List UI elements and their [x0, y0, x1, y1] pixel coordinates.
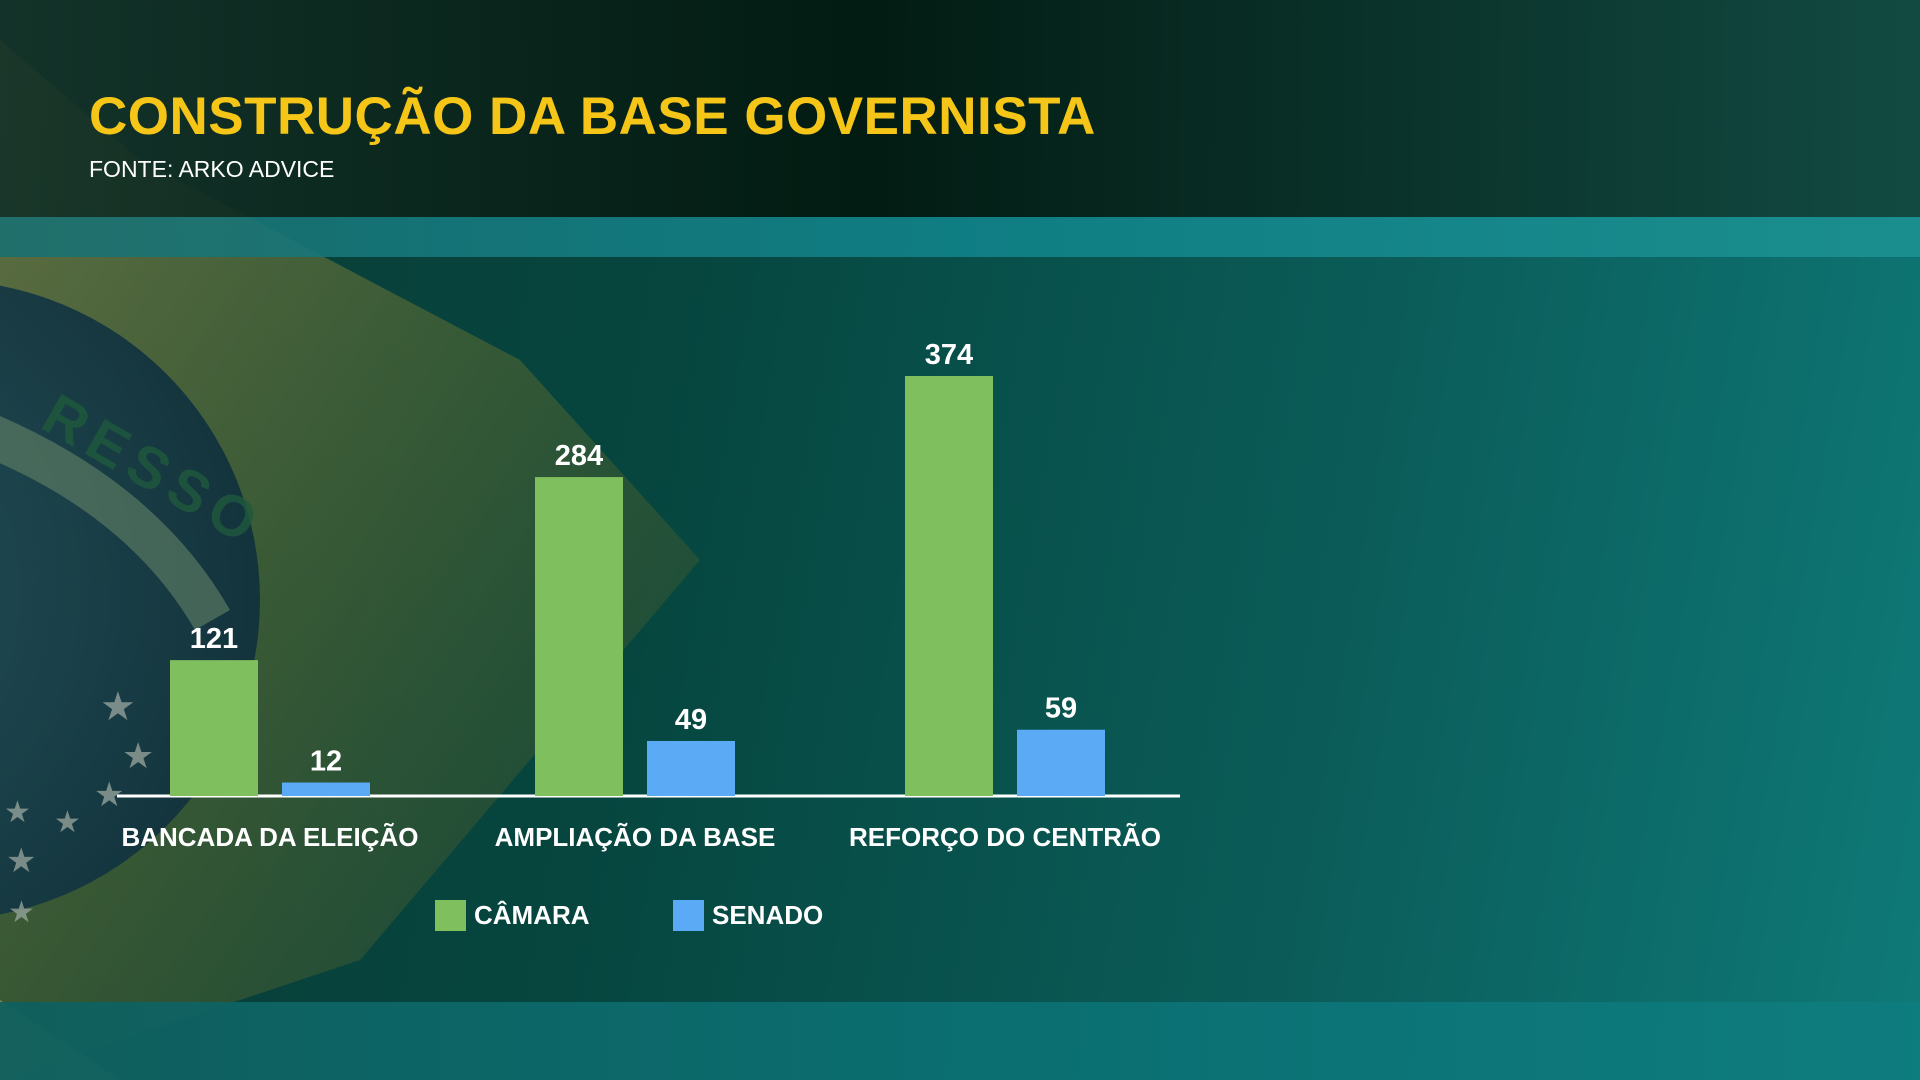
- header-panel: [0, 0, 1920, 217]
- bar-senado-bancada-da-eleicao: [282, 782, 370, 796]
- data-label-senado-ampliacao-da-base: 49: [675, 704, 707, 736]
- bar-camara-reforco-do-centrao: [905, 376, 993, 796]
- data-label-camara-bancada-da-eleicao: 121: [190, 623, 238, 655]
- category-label-bancada-da-eleicao: BANCADA DA ELEIÇÃO: [121, 822, 418, 852]
- svg-text:★: ★: [122, 736, 154, 777]
- data-label-camara-ampliacao-da-base: 284: [555, 440, 603, 472]
- svg-text:★: ★: [54, 805, 81, 840]
- source-note: FONTE: ARKO ADVICE: [89, 156, 335, 182]
- legend-item-camara: CÂMARA: [435, 900, 590, 931]
- legend-swatch-camara: [435, 900, 466, 931]
- svg-text:★: ★: [8, 895, 35, 930]
- svg-text:★: ★: [6, 841, 36, 881]
- data-label-camara-reforco-do-centrao: 374: [925, 339, 973, 371]
- data-label-senado-bancada-da-eleicao: 12: [310, 746, 342, 778]
- bar-senado-reforco-do-centrao: [1017, 729, 1105, 796]
- bar-camara-bancada-da-eleicao: [170, 660, 258, 796]
- category-label-reforco-do-centrao: REFORÇO DO CENTRÃO: [849, 822, 1161, 852]
- svg-text:★: ★: [4, 795, 31, 830]
- page-title: CONSTRUÇÃO DA BASE GOVERNISTA: [89, 87, 1096, 146]
- legend-label-senado: SENADO: [712, 900, 824, 930]
- svg-text:★: ★: [100, 684, 136, 730]
- header-band: [0, 217, 1920, 257]
- legend-item-senado: SENADO: [673, 900, 823, 931]
- bar-camara-ampliacao-da-base: [535, 477, 623, 796]
- footer-band: [0, 1002, 1920, 1080]
- legend-swatch-senado: [673, 900, 704, 931]
- flag-stars-icon: ★ ★ ★ ★ ★ ★ ★: [4, 684, 154, 930]
- category-label-ampliacao-da-base: AMPLIAÇÃO DA BASE: [495, 822, 776, 852]
- legend-label-camara: CÂMARA: [474, 900, 590, 930]
- data-label-senado-reforco-do-centrao: 59: [1045, 693, 1077, 725]
- bar-senado-ampliacao-da-base: [647, 740, 735, 796]
